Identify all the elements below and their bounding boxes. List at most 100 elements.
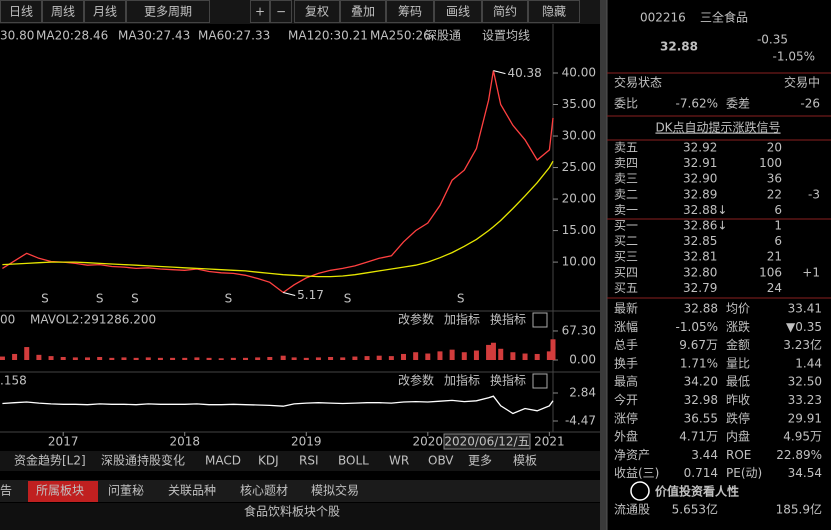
indicator-button[interactable]: 改参数 [398, 312, 434, 327]
indicator-tab[interactable]: BOLL [338, 454, 369, 468]
indicator-tab[interactable]: KDJ [258, 454, 279, 468]
toolbar-button-label[interactable]: 复权 [305, 5, 329, 19]
bottom-tab[interactable]: 所属板块 [36, 484, 84, 498]
volume-bar [230, 357, 236, 360]
ma-legend: MA20:28.46 [36, 29, 108, 43]
stat-value: ▼0.35 [786, 320, 822, 334]
indicator-tab[interactable]: 模板 [513, 454, 537, 468]
close-button[interactable] [532, 312, 548, 328]
indicator-tab[interactable]: RSI [299, 454, 319, 468]
bottom-tab[interactable]: 核心题材 [240, 484, 288, 498]
volume-bar [218, 358, 224, 360]
close-button[interactable] [532, 373, 548, 389]
indicator-legend: MAVOL2:291286.200 [30, 313, 156, 327]
book-price: 32.88↓ [683, 203, 727, 217]
book-price: 32.91 [683, 156, 717, 170]
stat-value: 33.23 [788, 393, 822, 407]
toolbar-button-label[interactable]: 隐藏 [542, 5, 566, 19]
tab-bar [0, 480, 600, 502]
toolbar-button[interactable] [294, 0, 340, 23]
volume-bar [24, 347, 30, 360]
toolbar-button[interactable] [340, 0, 386, 23]
toolbar-button[interactable] [270, 0, 292, 23]
ratio-label: 委差 [726, 97, 750, 111]
ratio-value: -7.62% [676, 97, 718, 111]
volume-bar [109, 357, 115, 360]
change-pct: -1.05% [773, 50, 815, 64]
toolbar-button-label[interactable]: 更多周期 [144, 5, 192, 19]
indicator-tab[interactable]: MACD [205, 454, 241, 468]
volume-bar [437, 351, 443, 360]
indicator-tab[interactable]: 深股通持股变化 [101, 453, 185, 468]
volume-bar [461, 352, 467, 360]
x-tick-label: 2020 [413, 435, 444, 449]
indicator-tab[interactable]: 资金趋势[L2] [14, 453, 86, 468]
ma-legend: 深股通 [425, 29, 461, 43]
toolbar-button[interactable] [528, 0, 580, 23]
signal: S [41, 292, 49, 306]
book-label: 买二 [614, 234, 638, 248]
indicator-button[interactable]: 换指标 [490, 373, 526, 388]
indicator-tab[interactable]: 更多 [468, 454, 492, 468]
last-price: 32.88 [660, 40, 698, 54]
indicator-button[interactable]: 改参数 [398, 373, 434, 388]
stat-label: 金额 [726, 337, 750, 352]
toolbar-button-label[interactable]: 日线 [9, 5, 33, 19]
indicator-tab[interactable]: OBV [428, 454, 454, 468]
bottom-tab[interactable]: 模拟交易 [311, 483, 359, 498]
annotation-pointer [283, 292, 296, 297]
volume-bar [328, 356, 334, 360]
stat-label: 内盘 [726, 429, 750, 444]
stat-value: 29.91 [788, 411, 822, 425]
book-label: 卖四 [614, 156, 638, 170]
toolbar-button[interactable] [84, 0, 126, 23]
y-tick-label: 0.00 [569, 353, 596, 367]
toolbar-button-label[interactable]: − [276, 5, 286, 19]
book-label: 买三 [614, 250, 638, 264]
toolbar-button-label[interactable]: + [255, 5, 265, 19]
toolbar-button-label[interactable]: 月线 [93, 5, 117, 19]
stat-value: 3.44 [691, 448, 718, 462]
toolbar-button-label[interactable]: 画线 [446, 5, 470, 19]
bottom-tab[interactable]: 告 [0, 484, 12, 498]
indicator-button[interactable]: 换指标 [490, 312, 526, 327]
indicator-button[interactable]: 加指标 [444, 312, 480, 327]
signal-link[interactable]: DK点自动提示涨跌信号 [655, 120, 780, 135]
book-change: +1 [802, 265, 820, 279]
toolbar-button-label[interactable]: 简约 [493, 4, 517, 19]
stat-value: 34.20 [684, 375, 718, 389]
stat-value: 4.71万 [679, 430, 718, 444]
indicator-tab[interactable]: WR [389, 454, 409, 468]
indicator-button[interactable]: 加指标 [444, 373, 480, 388]
volume-bar [133, 357, 139, 360]
book-label: 卖五 [614, 141, 638, 155]
bottom-tab[interactable]: 关联品种 [168, 484, 216, 498]
y-tick-label: 15.00 [562, 223, 596, 237]
book-price: 32.80 [683, 265, 717, 279]
toolbar-button[interactable] [434, 0, 482, 23]
ratio-label: 委比 [614, 97, 638, 111]
toolbar-button[interactable] [250, 0, 270, 23]
toolbar-button[interactable] [386, 0, 434, 23]
toolbar-button[interactable] [482, 0, 528, 23]
toolbar-button[interactable] [126, 0, 210, 23]
toolbar-button[interactable] [42, 0, 84, 23]
book-label: 卖一 [614, 203, 638, 217]
book-price: 32.79 [683, 281, 717, 295]
signal: S [225, 292, 233, 306]
volume-bar [157, 357, 163, 360]
toolbar-button-label[interactable]: 叠加 [351, 5, 375, 19]
book-volume: 106 [759, 265, 782, 279]
toolbar-button-label[interactable]: 周线 [51, 5, 75, 19]
toolbar-button-label[interactable]: 筹码 [398, 5, 422, 19]
status-label: 交易状态 [614, 75, 662, 90]
stat-label: 涨跌 [726, 319, 750, 334]
book-price: 32.81 [683, 250, 717, 264]
toolbar-button[interactable] [0, 0, 42, 23]
book-volume: 36 [767, 172, 782, 186]
volume-bar [206, 357, 212, 360]
bottom-tab[interactable]: 问董秘 [108, 484, 144, 498]
annotation-pointer [493, 70, 506, 75]
ma-legend: 设置均线 [482, 29, 530, 43]
stat-label: 涨停 [614, 410, 638, 425]
